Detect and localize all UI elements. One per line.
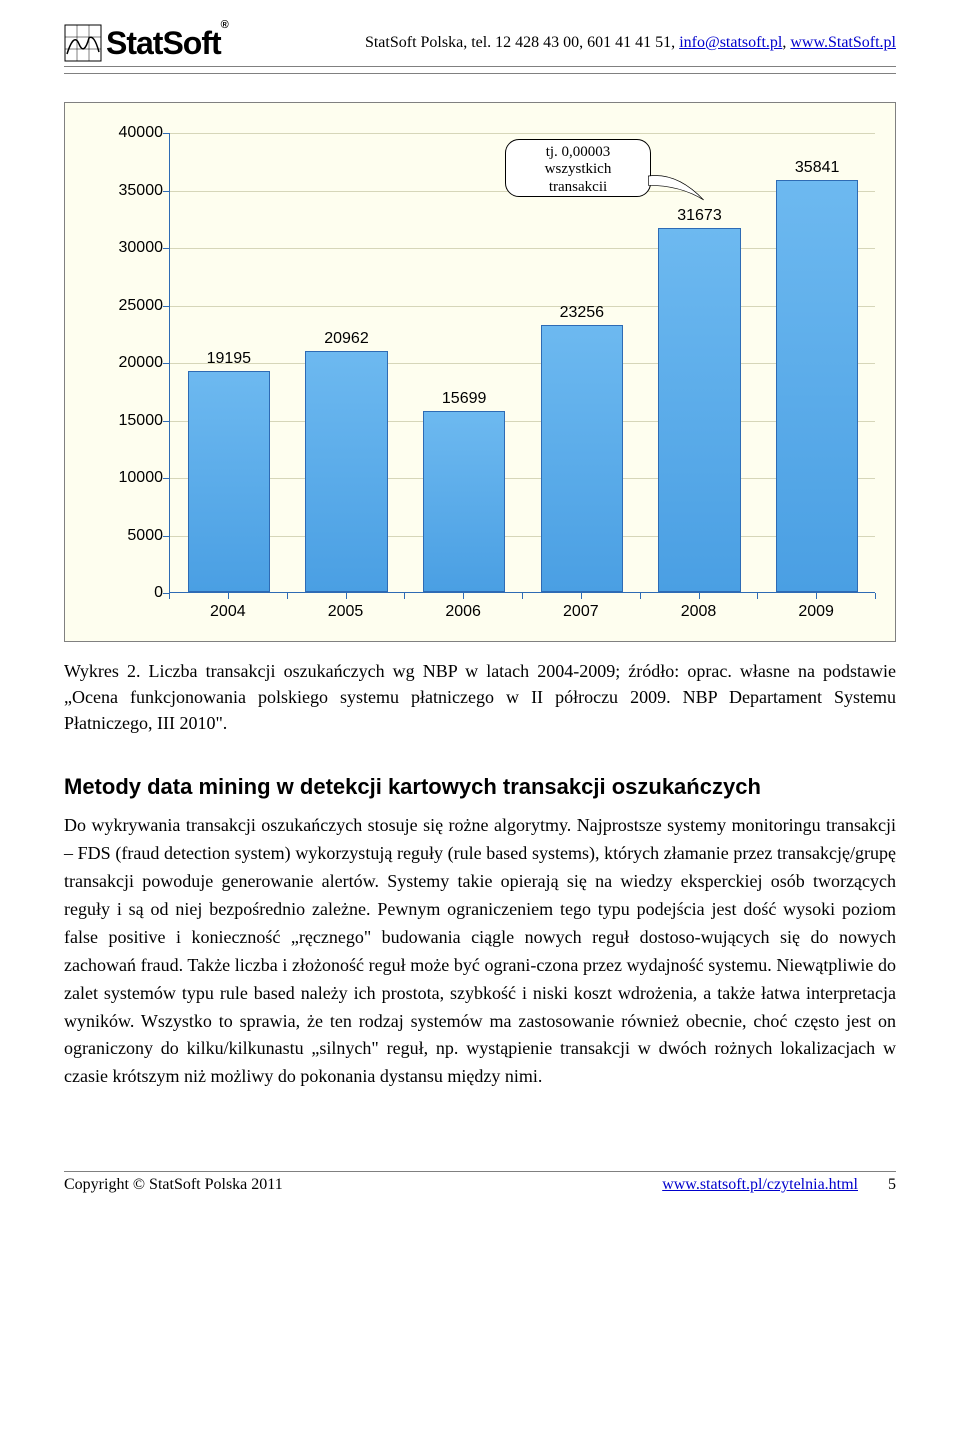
page-number: 5 [888, 1176, 896, 1193]
bar-value-label: 15699 [424, 390, 504, 408]
x-tick-mark [581, 593, 582, 599]
x-tick-mark [463, 593, 464, 599]
y-axis-label: 25000 [109, 297, 163, 315]
chart-caption: Wykres 2. Liczba transakcji oszukańczych… [64, 658, 896, 736]
x-tick-mark [757, 593, 758, 599]
x-axis-label: 2004 [210, 603, 246, 621]
chart-bar: 15699 [423, 411, 505, 592]
page-footer: Copyright © StatSoft Polska 2011 www.sta… [64, 1171, 896, 1194]
footer-link[interactable]: www.statsoft.pl/czytelnia.html [662, 1176, 858, 1193]
header-contact: StatSoft Polska, tel. 12 428 43 00, 601 … [236, 34, 896, 52]
y-tick-mark [163, 421, 169, 422]
x-tick-mark [875, 593, 876, 599]
bar-value-label: 20962 [306, 330, 386, 348]
grid-line [170, 248, 875, 249]
x-axis-label: 2006 [445, 603, 481, 621]
header-divider [64, 73, 896, 74]
x-tick-mark [346, 593, 347, 599]
body-paragraph: Do wykrywania transakcji oszukańczych st… [64, 812, 896, 1091]
x-axis-label: 2007 [563, 603, 599, 621]
grid-line [170, 421, 875, 422]
x-tick-mark [287, 593, 288, 599]
y-tick-mark [163, 306, 169, 307]
bar-chart: 19195 20962 15699 23256 31673 35841 tj. 0,000… [64, 102, 896, 642]
section-heading: Metody data mining w detekcji kartowych … [64, 774, 896, 800]
header-url-link[interactable]: www.StatSoft.pl [790, 34, 896, 51]
grid-line [170, 536, 875, 537]
y-axis-label: 5000 [109, 527, 163, 545]
y-tick-mark [163, 363, 169, 364]
bar-value-label: 35841 [777, 159, 857, 177]
x-tick-mark [228, 593, 229, 599]
plot-area: 19195 20962 15699 23256 31673 35841 [169, 133, 875, 593]
page-header: StatSoft® StatSoft Polska, tel. 12 428 4… [64, 24, 896, 67]
grid-line [170, 478, 875, 479]
x-tick-mark [169, 593, 170, 599]
y-axis-label: 10000 [109, 469, 163, 487]
chart-bar: 20962 [305, 351, 387, 592]
x-axis-label: 2005 [328, 603, 364, 621]
y-tick-mark [163, 133, 169, 134]
bar-value-label: 31673 [659, 207, 739, 225]
x-axis-label: 2008 [681, 603, 717, 621]
y-axis-label: 30000 [109, 239, 163, 257]
grid-line [170, 363, 875, 364]
callout-tail-icon [647, 173, 707, 207]
chart-bar: 23256 [541, 325, 623, 592]
x-tick-mark [640, 593, 641, 599]
x-tick-mark [404, 593, 405, 599]
x-axis-label: 2009 [798, 603, 834, 621]
chart-bar: 31673 [658, 228, 740, 592]
y-tick-mark [163, 248, 169, 249]
footer-copyright: Copyright © StatSoft Polska 2011 [64, 1176, 662, 1194]
statsoft-logo-icon [64, 24, 102, 62]
logo-text: StatSoft® [106, 25, 228, 62]
bar-value-label: 19195 [189, 350, 269, 368]
y-tick-mark [163, 536, 169, 537]
grid-line [170, 133, 875, 134]
y-axis-label: 35000 [109, 182, 163, 200]
y-tick-mark [163, 191, 169, 192]
logo: StatSoft® [64, 24, 228, 62]
x-tick-mark [816, 593, 817, 599]
grid-line [170, 306, 875, 307]
y-axis-label: 40000 [109, 124, 163, 142]
y-axis-label: 20000 [109, 354, 163, 372]
chart-bar: 35841 [776, 180, 858, 592]
y-tick-mark [163, 478, 169, 479]
header-email-link[interactable]: info@statsoft.pl [679, 34, 782, 51]
y-axis-label: 0 [109, 584, 163, 602]
x-tick-mark [522, 593, 523, 599]
bar-value-label: 23256 [542, 304, 622, 322]
chart-bar: 19195 [188, 371, 270, 592]
x-tick-mark [699, 593, 700, 599]
chart-callout: tj. 0,00003 wszystkich transakcii [505, 139, 651, 197]
y-axis-label: 15000 [109, 412, 163, 430]
